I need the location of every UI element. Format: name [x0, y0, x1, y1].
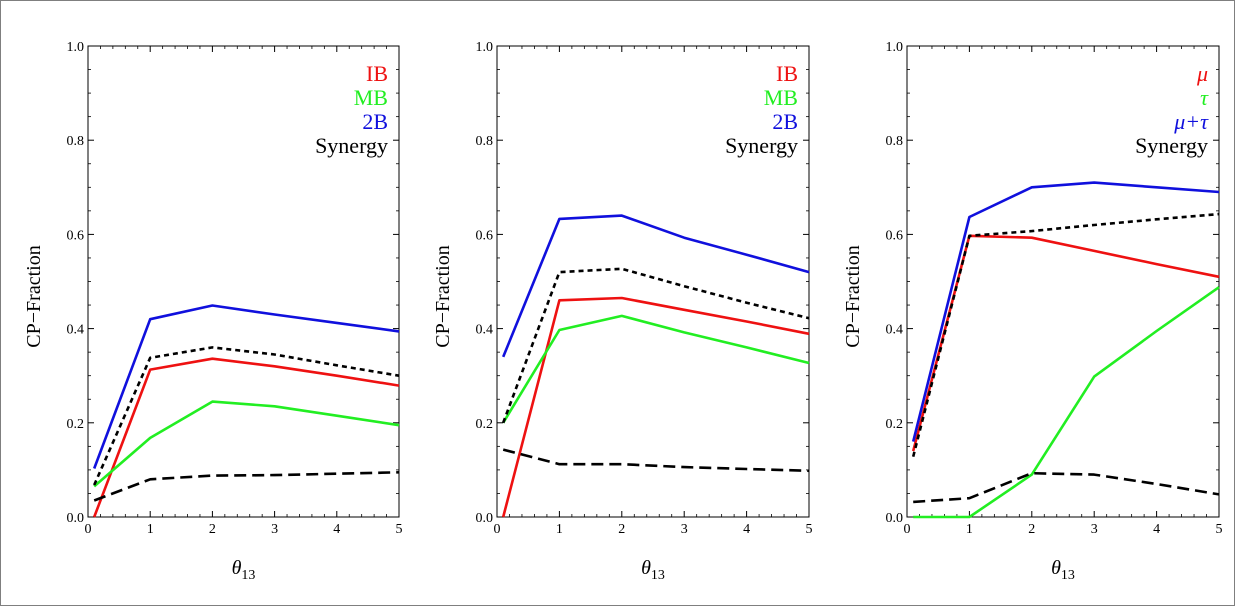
x-tick-label: 4 — [333, 522, 340, 537]
legend-entry: μ+τ — [1173, 109, 1209, 134]
series-line-mb — [93, 400, 400, 488]
series-line-- — [911, 181, 1220, 442]
legend-entry: Synergy — [315, 133, 388, 158]
y-tick-label: 1.0 — [886, 40, 904, 55]
y-tick-label: 0.8 — [476, 134, 494, 149]
x-tick-label: 0 — [85, 522, 92, 537]
series-line-mb — [502, 314, 810, 424]
y-tick-label: 0.6 — [67, 228, 85, 243]
x-tick-label: 0 — [494, 522, 501, 537]
x-axis-label-subscript: 13 — [241, 568, 255, 583]
y-tick-label: 0.0 — [886, 511, 904, 526]
y-tick-label: 0.8 — [67, 134, 85, 149]
x-tick-label: 2 — [618, 522, 625, 537]
y-tick-label: 0.6 — [476, 228, 494, 243]
legend-entry: MB — [764, 85, 798, 110]
legend-entry: μ — [1196, 61, 1208, 86]
x-tick-label: 1 — [147, 522, 154, 537]
x-tick-label: 1 — [556, 522, 563, 537]
y-tick-label: 0.8 — [886, 134, 904, 149]
legend-entry: 2B — [362, 109, 388, 134]
series-line-ib — [501, 296, 810, 518]
legend-entry: 2B — [772, 109, 798, 134]
x-axis-label: θ13 — [232, 557, 256, 583]
series-line-synergy — [93, 346, 400, 486]
series-line-dashed — [93, 471, 400, 502]
legend-entry: IB — [366, 61, 388, 86]
legend-entry: Synergy — [1135, 133, 1208, 158]
series-line-dashed — [913, 471, 1220, 504]
x-tick-label: 0 — [904, 522, 911, 537]
x-axis-label-symbol: θ — [641, 557, 651, 579]
legend-entry: IB — [776, 61, 798, 86]
y-tick-label: 0.0 — [476, 511, 494, 526]
x-tick-label: 4 — [1153, 522, 1160, 537]
x-tick-label: 1 — [966, 522, 973, 537]
legend-entry: Synergy — [725, 133, 798, 158]
x-axis-label-subscript: 13 — [1061, 568, 1075, 583]
series-line-- — [913, 286, 1220, 519]
y-tick-label: 0.2 — [67, 417, 85, 432]
y-tick-label: 1.0 — [67, 40, 85, 55]
series-line-synergy — [501, 267, 810, 424]
y-tick-label: 1.0 — [476, 40, 494, 55]
y-tick-label: 0.0 — [67, 511, 85, 526]
y-tick-label: 0.4 — [476, 323, 494, 338]
x-tick-label: 4 — [743, 522, 750, 537]
x-tick-label: 2 — [209, 522, 216, 537]
y-tick-label: 0.2 — [886, 417, 904, 432]
series-line-synergy — [911, 212, 1220, 458]
x-axis-label-symbol: θ — [232, 557, 242, 579]
x-axis-label-symbol: θ — [1051, 557, 1061, 579]
x-tick-label: 3 — [1091, 522, 1098, 537]
plot-frame — [496, 45, 810, 518]
x-tick-label: 2 — [1028, 522, 1035, 537]
y-tick-label: 0.2 — [476, 417, 494, 432]
x-tick-label: 5 — [806, 522, 813, 537]
y-tick-label: 0.6 — [886, 228, 904, 243]
y-axis-label: CP−Fraction — [842, 245, 864, 347]
x-axis-label: θ13 — [641, 557, 665, 583]
series-line-2b — [501, 214, 810, 358]
x-tick-label: 3 — [681, 522, 688, 537]
legend-entry: MB — [354, 85, 388, 110]
plot-frame — [87, 45, 400, 518]
x-tick-label: 5 — [1216, 522, 1223, 537]
x-tick-label: 3 — [271, 522, 278, 537]
series-line-dashed — [502, 448, 810, 473]
legend-entry: τ — [1200, 85, 1209, 110]
y-axis-label: CP−Fraction — [432, 245, 454, 347]
y-tick-label: 0.4 — [67, 323, 85, 338]
y-tick-label: 0.4 — [886, 323, 904, 338]
series-line-ib — [92, 357, 400, 518]
series-line-2b — [92, 304, 400, 469]
y-axis-label: CP−Fraction — [23, 245, 45, 347]
x-tick-label: 5 — [396, 522, 403, 537]
x-axis-label-subscript: 13 — [651, 568, 665, 583]
x-axis-label: θ13 — [1051, 557, 1075, 583]
